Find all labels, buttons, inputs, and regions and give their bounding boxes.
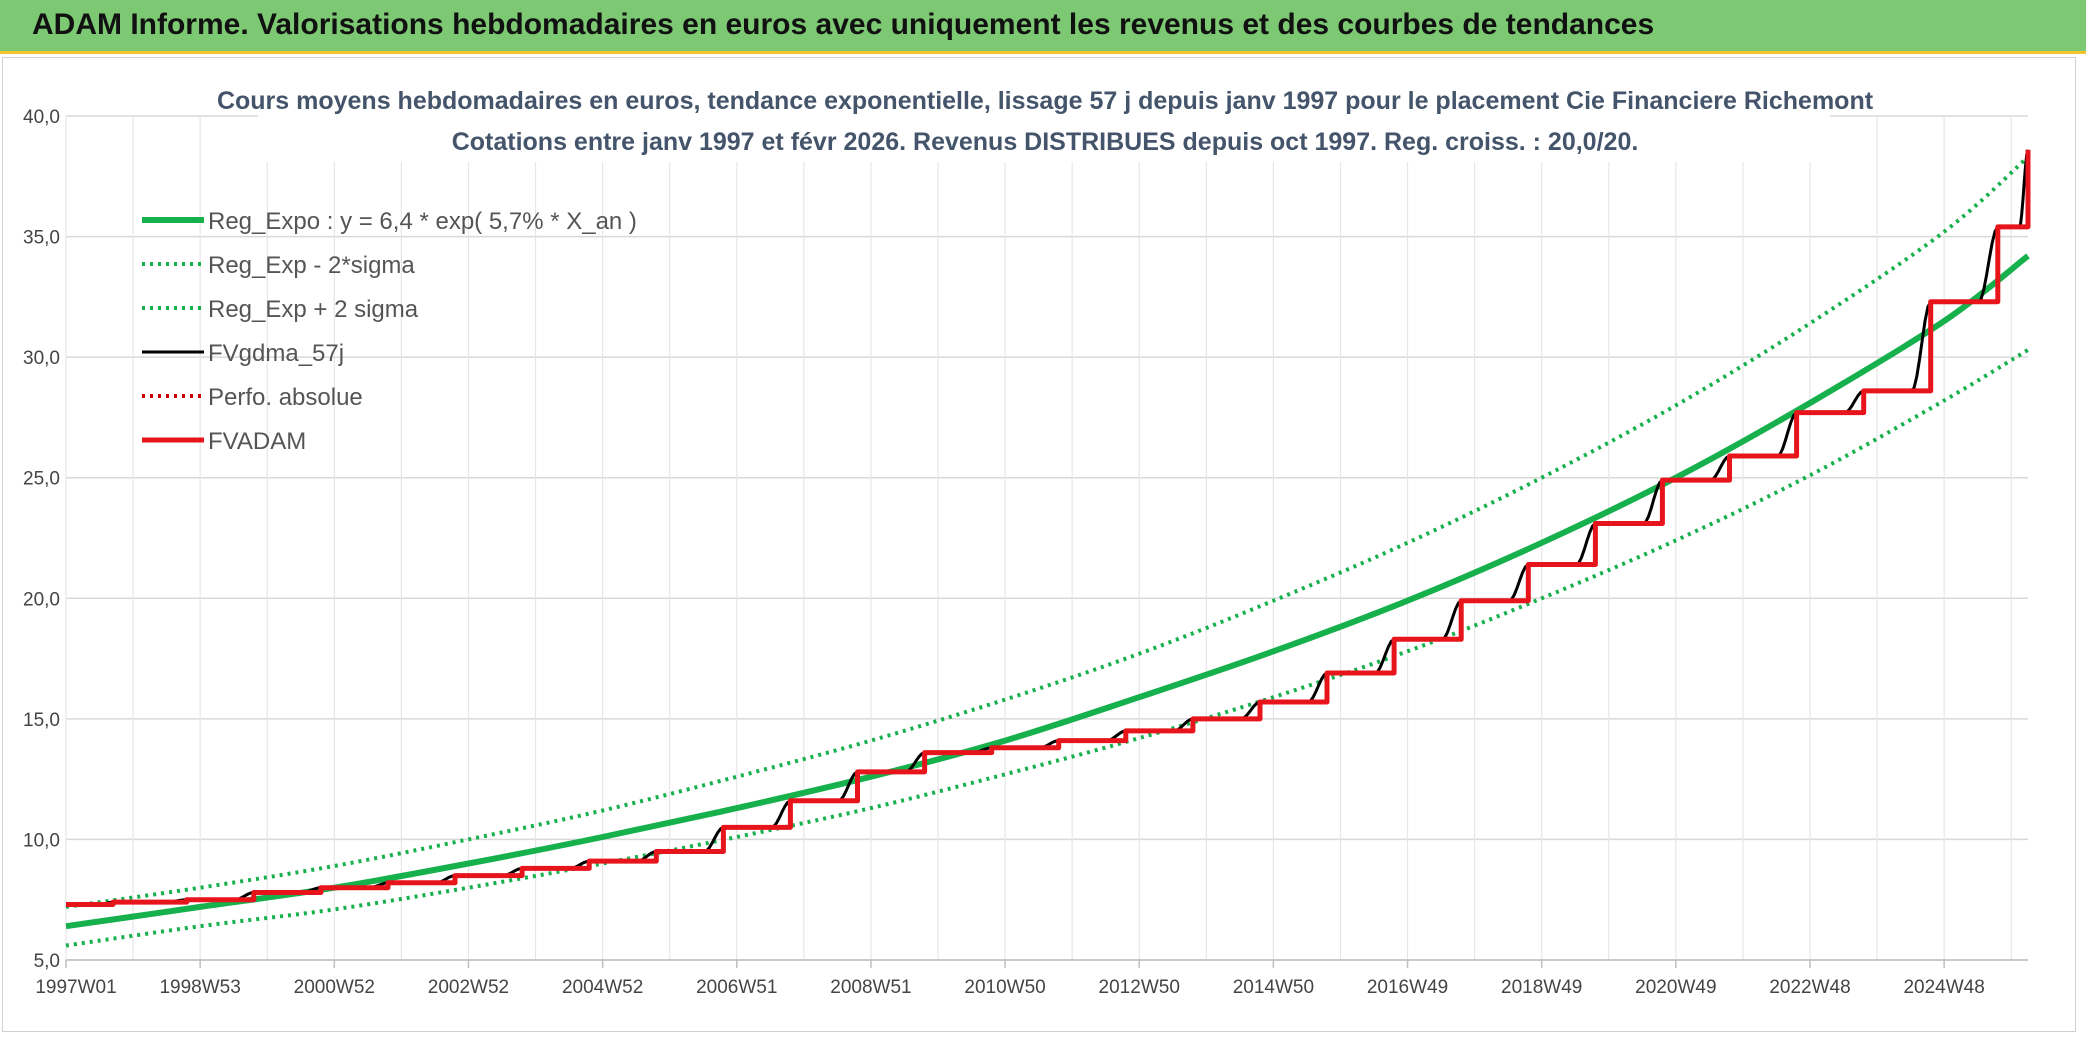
grid <box>65 115 2028 961</box>
x-tick-label: 2020W49 <box>1635 977 1716 998</box>
x-tick-label: 2004W52 <box>562 977 643 998</box>
series-layer <box>65 149 2031 948</box>
axes: 5,0 10,0 15,0 20,0 25,0 30,0 35,0 40,0 1997W01 19… <box>23 107 2028 998</box>
x-tick-label: 1997W01 <box>35 977 116 998</box>
series-line-2 <box>65 155 2030 909</box>
legend-label: FVgdma_57j <box>208 340 344 367</box>
legend-label: Reg_Expo : y = 6,4 * exp( 5,7% * X_an ) <box>208 208 637 235</box>
legend-label: Perfo. absolue <box>208 384 363 411</box>
header-banner: ADAM Informe. Valorisations hebdomadaire… <box>0 0 2086 54</box>
series-line-5 <box>66 149 2031 907</box>
series-line-1 <box>65 348 2030 948</box>
y-tick-label: 30,0 <box>23 348 60 369</box>
chart-title: Cours moyens hebdomadaires en euros, ten… <box>217 74 1874 162</box>
series-line-0 <box>65 253 2030 930</box>
x-tick-label: 2002W52 <box>428 977 509 998</box>
x-tick-label: 1998W53 <box>159 977 240 998</box>
y-tick-label: 10,0 <box>23 830 60 851</box>
x-tick-label: 2012W50 <box>1099 977 1180 998</box>
chart-frame <box>2 57 2076 1032</box>
legend-label: FVADAM <box>208 428 306 455</box>
y-tick-label: 20,0 <box>23 589 60 610</box>
x-tick-label: 2006W51 <box>696 977 777 998</box>
y-tick-label: 35,0 <box>23 228 60 249</box>
legend-label: Reg_Exp - 2*sigma <box>208 252 415 279</box>
legend-label: Reg_Exp + 2 sigma <box>208 296 419 323</box>
x-tick-label: 2000W52 <box>294 977 375 998</box>
chart-title-line-2: Cotations entre janv 1997 et févr 2026. … <box>452 128 1639 156</box>
y-tick-label: 5,0 <box>34 951 60 972</box>
y-tick-label: 40,0 <box>23 107 60 128</box>
page-title: ADAM Informe. Valorisations hebdomadaire… <box>32 8 1655 41</box>
x-tick-label: 2022W48 <box>1769 977 1850 998</box>
x-tick-label: 2018W49 <box>1501 977 1582 998</box>
x-tick-label: 2008W51 <box>830 977 911 998</box>
y-tick-label: 15,0 <box>23 710 60 731</box>
x-tick-label: 2014W50 <box>1233 977 1314 998</box>
x-tick-label: 2016W49 <box>1367 977 1448 998</box>
y-tick-label: 25,0 <box>23 469 60 490</box>
legend: Reg_Expo : y = 6,4 * exp( 5,7% * X_an ) R… <box>142 208 637 455</box>
x-tick-label: 2024W48 <box>1903 977 1984 998</box>
chart-title-line-1: Cours moyens hebdomadaires en euros, ten… <box>217 87 1874 115</box>
x-tick-label: 2010W50 <box>964 977 1045 998</box>
